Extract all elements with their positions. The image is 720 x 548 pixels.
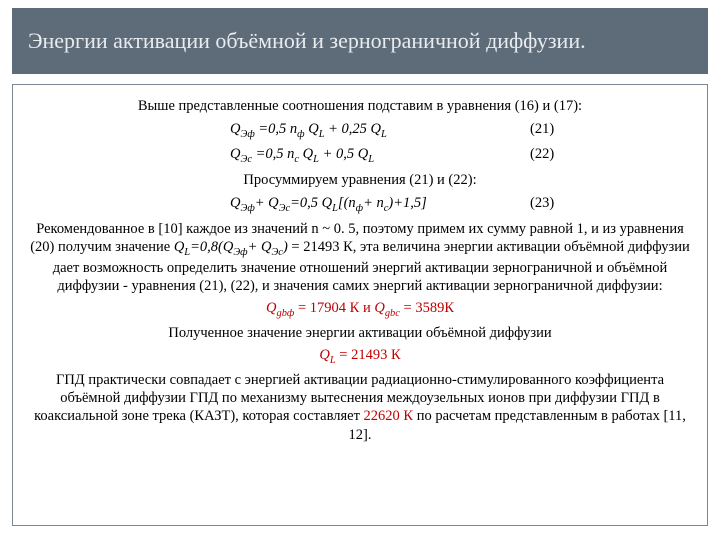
eqnum-22: (22) (530, 146, 610, 163)
slide: Энергии активации объёмной и зерногранич… (0, 8, 720, 548)
equation-22: QЭс =0,5 nс QL + 0,5 QL (22) (25, 146, 695, 165)
eqnum-21: (21) (530, 121, 610, 138)
equation-23: QЭф+ QЭс=0,5 QL[(nф+ nс)+1,5] (23) (25, 195, 695, 214)
body-2: Полученное значение энергии активации об… (25, 324, 695, 342)
title-bar: Энергии активации объёмной и зерногранич… (12, 8, 708, 74)
body-3: ГПД практически совпадает с энергией акт… (25, 371, 695, 444)
eqnum-23: (23) (530, 195, 610, 212)
ql-value: QL = 21493 К (25, 346, 695, 367)
equation-21: QЭф =0,5 nф QL + 0,25 QL (21) (25, 121, 695, 140)
body-1: Рекомендованное в [10] каждое из значени… (25, 220, 695, 295)
content-box: Выше представленные соотношения подстави… (12, 84, 708, 526)
intro-text: Выше представленные соотношения подстави… (25, 97, 695, 115)
slide-title: Энергии активации объёмной и зерногранич… (28, 28, 586, 54)
sum-line: Просуммируем уравнения (21) и (22): (25, 171, 695, 189)
qgb-values: Qgbф = 17904 К и Qgbс = 3589К (25, 299, 695, 320)
